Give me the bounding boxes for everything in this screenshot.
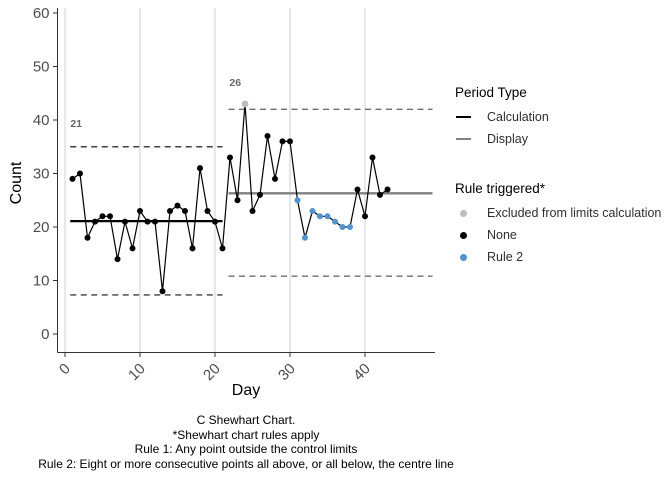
y-tick-label-30: 30 <box>33 166 50 183</box>
centre-line-value-label-period-2: 26 <box>229 77 241 89</box>
data-point-day-16-none <box>182 207 188 214</box>
caption-rule1: Rule 1: Any point outside the control li… <box>134 442 358 456</box>
data-point-day-10-none <box>137 207 143 214</box>
data-point-day-25-none <box>249 207 256 214</box>
display-line-swatch <box>455 137 471 141</box>
data-point-day-41-none <box>369 154 376 161</box>
data-point-day-27-none <box>264 133 271 140</box>
legend: Period Type Calculation Display Rule tri… <box>455 80 671 268</box>
control-chart-plot: 21 26 0 10 20 30 40 50 60 0 10 20 30 40 <box>33 5 435 384</box>
y-tick-label-10: 10 <box>33 273 50 290</box>
y-tick-label-40: 40 <box>33 112 50 129</box>
data-point-day-9-none <box>129 245 136 252</box>
legend-group-rule-triggered: Rule triggered* Excluded from limits cal… <box>455 176 671 268</box>
none-dot-swatch <box>459 231 467 239</box>
data-point-day-31-rule2 <box>294 197 301 204</box>
y-tick-label-0: 0 <box>41 326 49 343</box>
data-point-day-19-none <box>204 207 211 214</box>
y-tick-label-20: 20 <box>33 219 50 236</box>
caption-rules-apply: *Shewhart chart rules apply <box>172 427 320 442</box>
data-point-day-18-none <box>197 165 203 172</box>
data-point-day-35-rule2 <box>324 213 331 220</box>
data-point-day-15-none <box>174 202 181 209</box>
legend-item-none: None <box>455 224 671 246</box>
data-point-day-22-none <box>227 154 233 161</box>
data-point-day-7-none <box>114 256 121 263</box>
data-point-day-20-none <box>212 218 218 225</box>
data-point-day-40-none <box>362 213 368 220</box>
caption-rule2: Rule 2: Eight or more consecutive points… <box>38 456 454 471</box>
data-point-day-29-none <box>279 138 286 145</box>
x-tick-label-10: 10 <box>125 360 149 384</box>
chart-caption: C Shewhart Chart. *Shewhart chart rules … <box>11 413 481 471</box>
x-tick-label-0: 0 <box>56 360 74 378</box>
data-point-day-13-none <box>159 288 166 295</box>
data-point-day-17-none <box>189 245 196 252</box>
data-point-day-37-rule2 <box>339 224 346 230</box>
y-tick-label-60: 60 <box>33 5 50 22</box>
legend-label-excluded: Excluded from limits calculation <box>487 206 662 220</box>
data-point-day-24-excluded <box>241 100 249 108</box>
legend-label-calculation: Calculation <box>487 110 549 124</box>
data-point-day-34-rule2 <box>317 213 323 220</box>
data-point-day-2-none <box>77 170 83 177</box>
data-point-day-42-none <box>377 191 383 198</box>
x-axis-title: Day <box>231 382 261 399</box>
y-tick-label-50: 50 <box>33 59 50 76</box>
data-point-day-38-rule2 <box>347 224 353 230</box>
data-point-day-43-none <box>384 186 391 193</box>
legend-item-excluded: Excluded from limits calculation <box>455 202 671 224</box>
legend-item-calculation: Calculation <box>455 106 671 128</box>
y-axis-title: Count <box>8 161 25 205</box>
data-line <box>72 103 388 292</box>
x-tick-label-30: 30 <box>275 360 299 384</box>
x-tick-label-40: 40 <box>350 360 374 384</box>
data-point-day-6-none <box>107 213 113 220</box>
data-point-day-4-none <box>92 218 98 225</box>
legend-item-display: Display <box>455 128 671 150</box>
data-point-day-33-rule2 <box>309 207 316 214</box>
x-tick-label-20: 20 <box>200 360 224 384</box>
rule2-dot-swatch <box>459 253 467 261</box>
data-point-day-14-none <box>167 207 173 214</box>
legend-label-none: None <box>487 228 517 242</box>
data-point-day-5-none <box>99 213 106 220</box>
data-point-day-39-none <box>354 186 361 193</box>
caption-title: C Shewhart Chart. <box>196 413 296 427</box>
data-point-day-8-none <box>122 218 128 225</box>
legend-label-rule2: Rule 2 <box>487 250 524 264</box>
legend-label-display: Display <box>487 132 528 146</box>
data-point-day-1-none <box>69 175 76 182</box>
excluded-dot-swatch <box>459 209 467 217</box>
data-point-day-30-none <box>287 138 293 145</box>
legend-title-period-type: Period Type <box>455 85 527 100</box>
legend-group-period-type: Period Type Calculation Display <box>455 80 671 150</box>
data-point-day-26-none <box>257 191 263 198</box>
data-point-day-36-rule2 <box>332 218 338 225</box>
data-point-day-21-none <box>219 245 226 252</box>
legend-title-rule-triggered: Rule triggered* <box>455 181 546 196</box>
legend-item-rule2: Rule 2 <box>455 246 671 268</box>
data-point-day-11-none <box>144 218 151 225</box>
data-point-day-32-rule2 <box>302 234 308 241</box>
data-point-day-3-none <box>84 234 91 241</box>
calculation-line-swatch <box>455 115 471 119</box>
data-point-day-28-none <box>272 175 278 182</box>
data-point-day-23-none <box>234 197 241 204</box>
data-point-day-12-none <box>152 218 158 225</box>
centre-line-value-label-period-1: 21 <box>70 118 82 130</box>
